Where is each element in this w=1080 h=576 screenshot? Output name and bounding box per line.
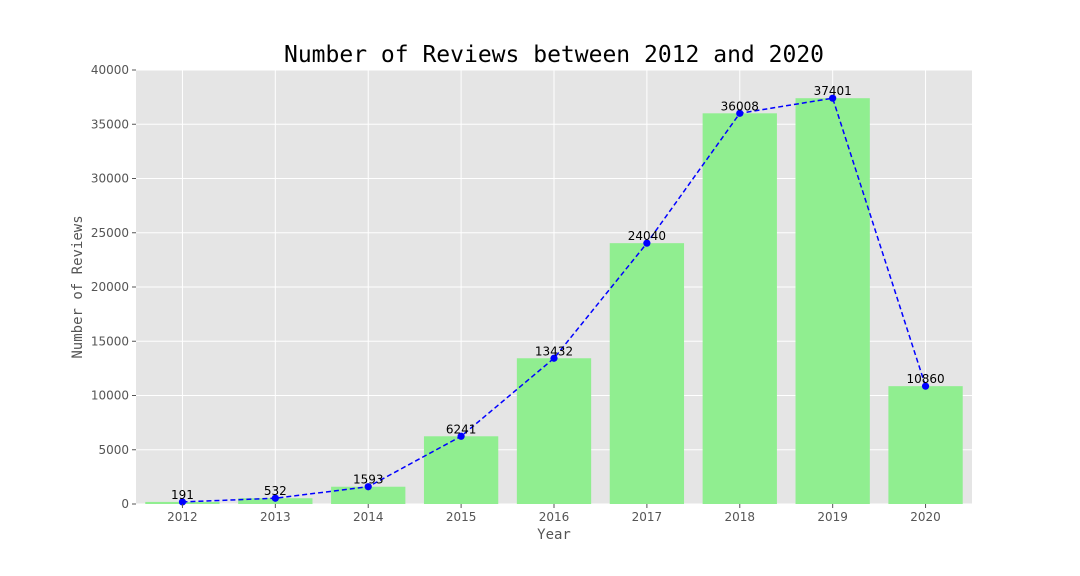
- x-tick-label: 2014: [353, 510, 384, 524]
- y-tick-label: 30000: [91, 172, 129, 186]
- line-point: [736, 109, 744, 117]
- y-tick-label: 25000: [91, 226, 129, 240]
- data-label: 1593: [353, 473, 384, 487]
- line-point: [178, 498, 187, 506]
- y-tick-label: 35000: [91, 117, 129, 131]
- y-tick-label: 0: [121, 497, 129, 511]
- x-tick-label: 2018: [725, 510, 756, 524]
- y-tick-label: 15000: [91, 334, 129, 348]
- y-tick-label: 10000: [91, 389, 129, 403]
- x-tick-label: 2016: [539, 510, 570, 524]
- chart-title: Number of Reviews between 2012 and 2020: [284, 42, 824, 68]
- y-axis-label: Number of Reviews: [70, 215, 86, 358]
- trend-line: [182, 97, 927, 503]
- data-label: 10860: [906, 372, 944, 386]
- x-tick-label: 2012: [167, 510, 198, 524]
- data-label: 13432: [535, 344, 573, 358]
- x-tick-label: 2017: [632, 510, 663, 524]
- bar: [702, 113, 777, 504]
- data-label: 24040: [628, 229, 666, 243]
- data-label: 6241: [446, 422, 477, 436]
- line-point: [271, 494, 279, 502]
- bar: [795, 98, 870, 504]
- bar: [331, 486, 406, 504]
- line-point: [550, 354, 558, 362]
- bar-layer: [145, 98, 963, 504]
- data-label: 191: [171, 488, 194, 502]
- y-tick-label: 40000: [91, 63, 129, 77]
- bar: [516, 358, 592, 504]
- data-label: 37401: [814, 84, 852, 98]
- data-label-layer: 191 532 1593 6241 13432 24040 36008 37401 10860: [171, 84, 945, 502]
- bar: [888, 386, 963, 504]
- line-point: [457, 432, 465, 440]
- x-tick-label: 2019: [817, 510, 848, 524]
- y-tick-label: 20000: [91, 280, 129, 294]
- x-tick-label: 2015: [446, 510, 477, 524]
- line-point: [643, 239, 651, 247]
- y-tick-layer: 0 5000 10000 15000 20000 25000 30000 35000 40000: [91, 63, 136, 511]
- x-tick-label: 2013: [260, 510, 291, 524]
- line-point: [921, 382, 930, 390]
- line-layer: [178, 94, 930, 506]
- line-point: [829, 94, 837, 102]
- x-tick-layer: 2012 2013 2014 2015 2016 2017 2018 2019 2020: [167, 504, 941, 524]
- data-label: 36008: [721, 99, 759, 113]
- y-tick-label: 5000: [98, 443, 129, 457]
- bar: [423, 436, 499, 504]
- x-axis-label: Year: [537, 527, 571, 543]
- x-tick-label: 2020: [910, 510, 941, 524]
- bar: [609, 243, 685, 504]
- data-label: 532: [264, 484, 287, 498]
- line-point: [364, 483, 372, 491]
